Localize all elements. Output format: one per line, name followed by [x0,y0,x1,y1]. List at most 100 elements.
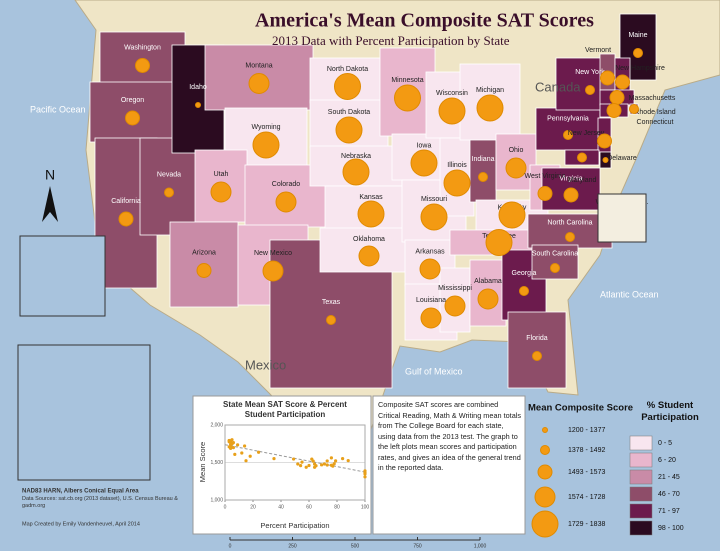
legend-swatch [629,486,653,502]
scatter-point [244,459,248,463]
state [469,139,497,203]
scatter-point [310,457,314,461]
state-label: Delaware [607,155,637,162]
scatter-point [363,475,367,479]
score-circle [519,286,529,296]
state-label: Massachusetts [629,95,676,102]
scatter-point [334,459,338,463]
scatter-point [329,456,333,460]
score-circle [606,103,622,118]
score-circle [565,232,575,242]
legend-label: 1493 - 1573 [568,469,605,476]
state [507,311,567,389]
state-label: Idaho [189,84,207,91]
state-label: Rhode Island [634,109,675,116]
description-panel [372,395,526,535]
state-label: Illinois [447,162,467,169]
scatter-point [363,469,367,473]
score-circle [420,307,442,329]
x-tick-label: 80 [334,504,340,510]
scatter-point [313,465,317,469]
state-label: South Carolina [532,250,578,257]
scatter-point [325,463,329,467]
scatter-point [332,462,336,466]
north-arrow [42,186,58,222]
score-circle [210,181,232,203]
state-label: Kansas [359,194,383,201]
y-axis-label: Mean Score [198,442,207,482]
description-box: Composite SAT scores are combined Critic… [378,400,522,473]
score-circle [498,201,526,229]
state-label: California [111,198,141,205]
x-axis-label: Percent Participation [260,521,329,530]
hawaii-inset [19,235,106,317]
score-circle [118,211,134,227]
score-circle [629,104,639,114]
state-label: North Carolina [547,219,592,226]
state-label: Alabama [474,278,502,285]
state-label: Colorado [272,181,301,188]
scatter-point [346,459,350,463]
state-label: Vermont [585,47,611,54]
score-circle [609,90,625,105]
legend-title: Mean Composite Score [528,403,633,414]
scatter-point [307,463,311,468]
scatter-point [233,452,237,456]
scatter-point [325,459,329,463]
x-tick-label: 0 [224,504,227,510]
scatter-point [240,451,244,455]
score-circle [485,229,513,256]
legend-swatch [629,435,653,451]
scale-label: 250 [288,543,297,549]
legend-label: 6 - 20 [658,457,676,464]
state-label: Wyoming [251,124,280,131]
sources-box: Data Sources: sat.cb.org (2013 dataset),… [22,496,178,509]
score-circle [615,74,630,90]
north-label: N [45,167,55,183]
scatter-point [320,463,324,467]
score-circle [252,131,280,159]
legend-circle [534,486,556,508]
score-circle [563,130,573,140]
score-circle [248,73,270,94]
score-circle [334,73,361,100]
scatter-point [313,462,317,466]
score-circle [420,203,448,231]
state-label: Louisiana [416,297,446,304]
score-circle [125,110,140,126]
state-label: Utah [214,171,229,178]
score-circle [262,260,284,282]
score-circle [275,191,297,213]
score-circle [196,263,212,278]
legend-label: 46 - 70 [658,491,680,498]
state-label: Oregon [121,97,144,104]
inset-chart-title: State Mean SAT Score & Percent Student P… [223,400,347,419]
legend-circle [542,427,548,433]
description: Composite SAT scores are combined Critic… [378,400,522,473]
y-tick-label: 1,500 [210,460,223,466]
score-circle [585,85,595,95]
x-tick-label: 40 [278,504,284,510]
scatter-point [296,462,300,466]
state-label: Mississippi [438,285,472,292]
legend-title: % Student Participation [641,400,699,423]
legend-label: 0 - 5 [658,440,672,447]
score-circle [532,351,542,361]
score-circle [410,149,438,177]
legend-circle [531,510,559,538]
scatter-point [299,464,303,468]
state-label: Connecticut [637,119,674,126]
score-circle [600,70,615,86]
scatter-point [227,445,231,449]
legend-label: 1200 - 1377 [568,427,605,434]
state-label: New Jersey [568,130,605,137]
score-circle [444,295,466,317]
scatter-point [341,457,345,461]
score-circle [478,172,488,182]
state-label: Arkansas [415,248,445,255]
legend-label: 21 - 45 [658,474,680,481]
legend-swatch [629,503,653,519]
score-circle [602,157,609,163]
state-label: New Mexico [254,250,292,257]
